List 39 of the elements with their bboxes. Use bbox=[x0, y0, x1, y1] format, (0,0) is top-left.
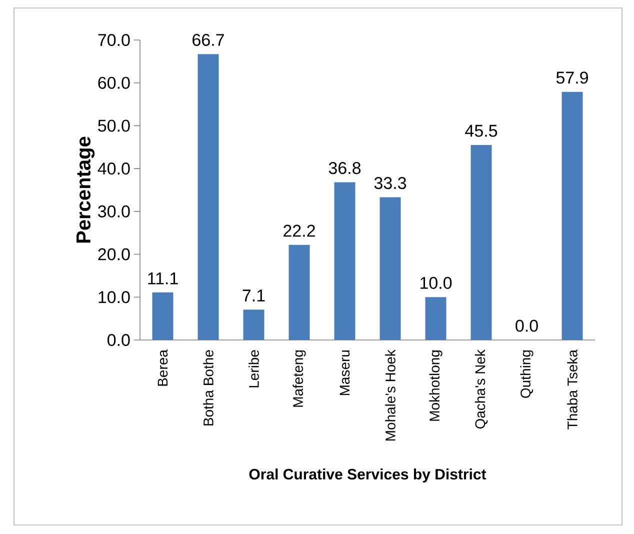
data-label: 11.1 bbox=[148, 272, 178, 284]
bar bbox=[425, 297, 446, 340]
bar bbox=[152, 292, 174, 340]
x-tick-label: Qacha's Nek bbox=[474, 350, 488, 429]
bar bbox=[380, 197, 401, 340]
x-tick-label: Maseru bbox=[340, 350, 350, 396]
data-label: 22.2 bbox=[284, 224, 315, 237]
x-axis-title: Oral Curative Services by District bbox=[249, 468, 486, 482]
y-tick-label: 10.0 bbox=[98, 291, 130, 304]
data-label: 57.9 bbox=[556, 72, 588, 84]
bar bbox=[198, 54, 219, 340]
bar bbox=[470, 144, 492, 340]
data-label: 33.3 bbox=[374, 177, 406, 190]
y-tick-label: 0.0 bbox=[108, 334, 130, 346]
y-tick-label: 50.0 bbox=[98, 120, 130, 132]
data-label: 10.0 bbox=[420, 276, 452, 289]
y-tick-label: 70.0 bbox=[98, 34, 130, 46]
x-tick-label: Mohale's Hoek bbox=[385, 350, 396, 441]
data-label: 66.7 bbox=[192, 34, 224, 46]
y-axis-title: Percentage bbox=[76, 136, 95, 243]
data-label: 0.0 bbox=[516, 320, 538, 332]
x-tick-label: Mokhotlong bbox=[429, 350, 442, 421]
bar bbox=[562, 92, 583, 340]
y-tick-label: 20.0 bbox=[98, 248, 130, 260]
x-tick-label: Mafeteng bbox=[292, 350, 306, 407]
x-tick-label: Leribe bbox=[248, 350, 259, 388]
data-label: 7.1 bbox=[242, 290, 265, 302]
x-tick-label: Berea bbox=[158, 350, 168, 386]
x-tick-label: Thaba Tseka bbox=[567, 350, 578, 430]
data-label: 45.5 bbox=[465, 124, 498, 137]
y-tick-label: 60.0 bbox=[98, 76, 130, 89]
x-tick-label: Botha Bothe bbox=[203, 350, 214, 426]
y-tick-label: 30.0 bbox=[98, 205, 130, 218]
bar bbox=[334, 182, 356, 340]
x-tick-label: Quthing bbox=[520, 350, 534, 398]
data-label: 36.8 bbox=[328, 162, 361, 174]
bar bbox=[243, 310, 264, 340]
y-tick-label: 40.0 bbox=[98, 162, 130, 175]
bar bbox=[288, 244, 310, 340]
